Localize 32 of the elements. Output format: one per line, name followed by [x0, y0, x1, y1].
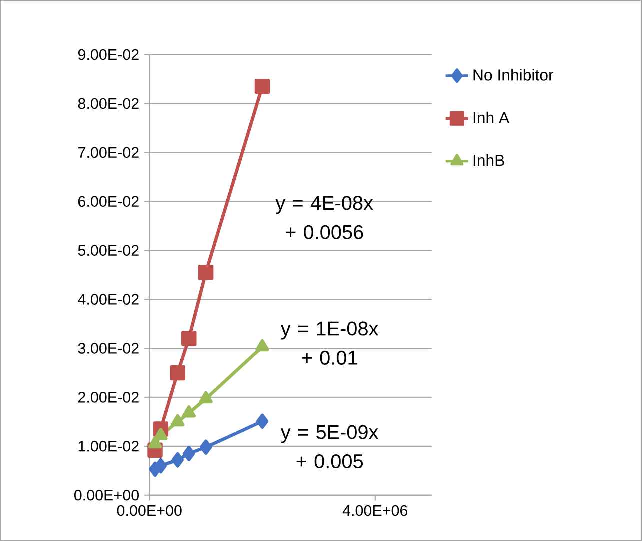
- point: [256, 339, 270, 352]
- point: [148, 436, 162, 449]
- point: [171, 414, 185, 426]
- y-tick-label: 9.00E-02: [78, 49, 139, 60]
- point: [154, 458, 168, 474]
- point: [254, 78, 270, 94]
- annotation: y = 1E-08x + 0.01: [280, 322, 379, 365]
- point: [181, 331, 197, 346]
- point: [200, 440, 212, 455]
- x-tick-label: 4.00E+06: [342, 505, 408, 516]
- point: [256, 414, 269, 429]
- y-tick-label: 7.00E-02: [78, 147, 139, 158]
- point: [199, 391, 213, 404]
- y-tick-label: 2.00E-02: [78, 392, 139, 403]
- y-tick-label: 6.00E-02: [78, 196, 139, 207]
- legend-label: No Inhibitor: [474, 69, 554, 81]
- annotation: y = 5E-09x + 0.005: [280, 425, 379, 468]
- legend-label: InhB: [474, 154, 504, 166]
- y-tick-label: 8.00E-02: [78, 98, 139, 110]
- legend-label: Inh A: [474, 112, 510, 124]
- y-tick-label: 0.00E+00: [74, 490, 140, 501]
- point: [170, 365, 186, 381]
- y-tick-label: 1.00E-02: [78, 440, 139, 452]
- point: [154, 428, 168, 440]
- point: [172, 452, 184, 468]
- y-tick-label: 5.00E-02: [78, 245, 139, 256]
- annotation: y = 4E-08x + 0.0056: [276, 196, 374, 240]
- point: [182, 446, 196, 462]
- point: [198, 264, 214, 280]
- point: [182, 405, 196, 418]
- y-tick-label: 4.00E-02: [78, 294, 139, 305]
- y-tick-label: 3.00E-02: [78, 343, 139, 354]
